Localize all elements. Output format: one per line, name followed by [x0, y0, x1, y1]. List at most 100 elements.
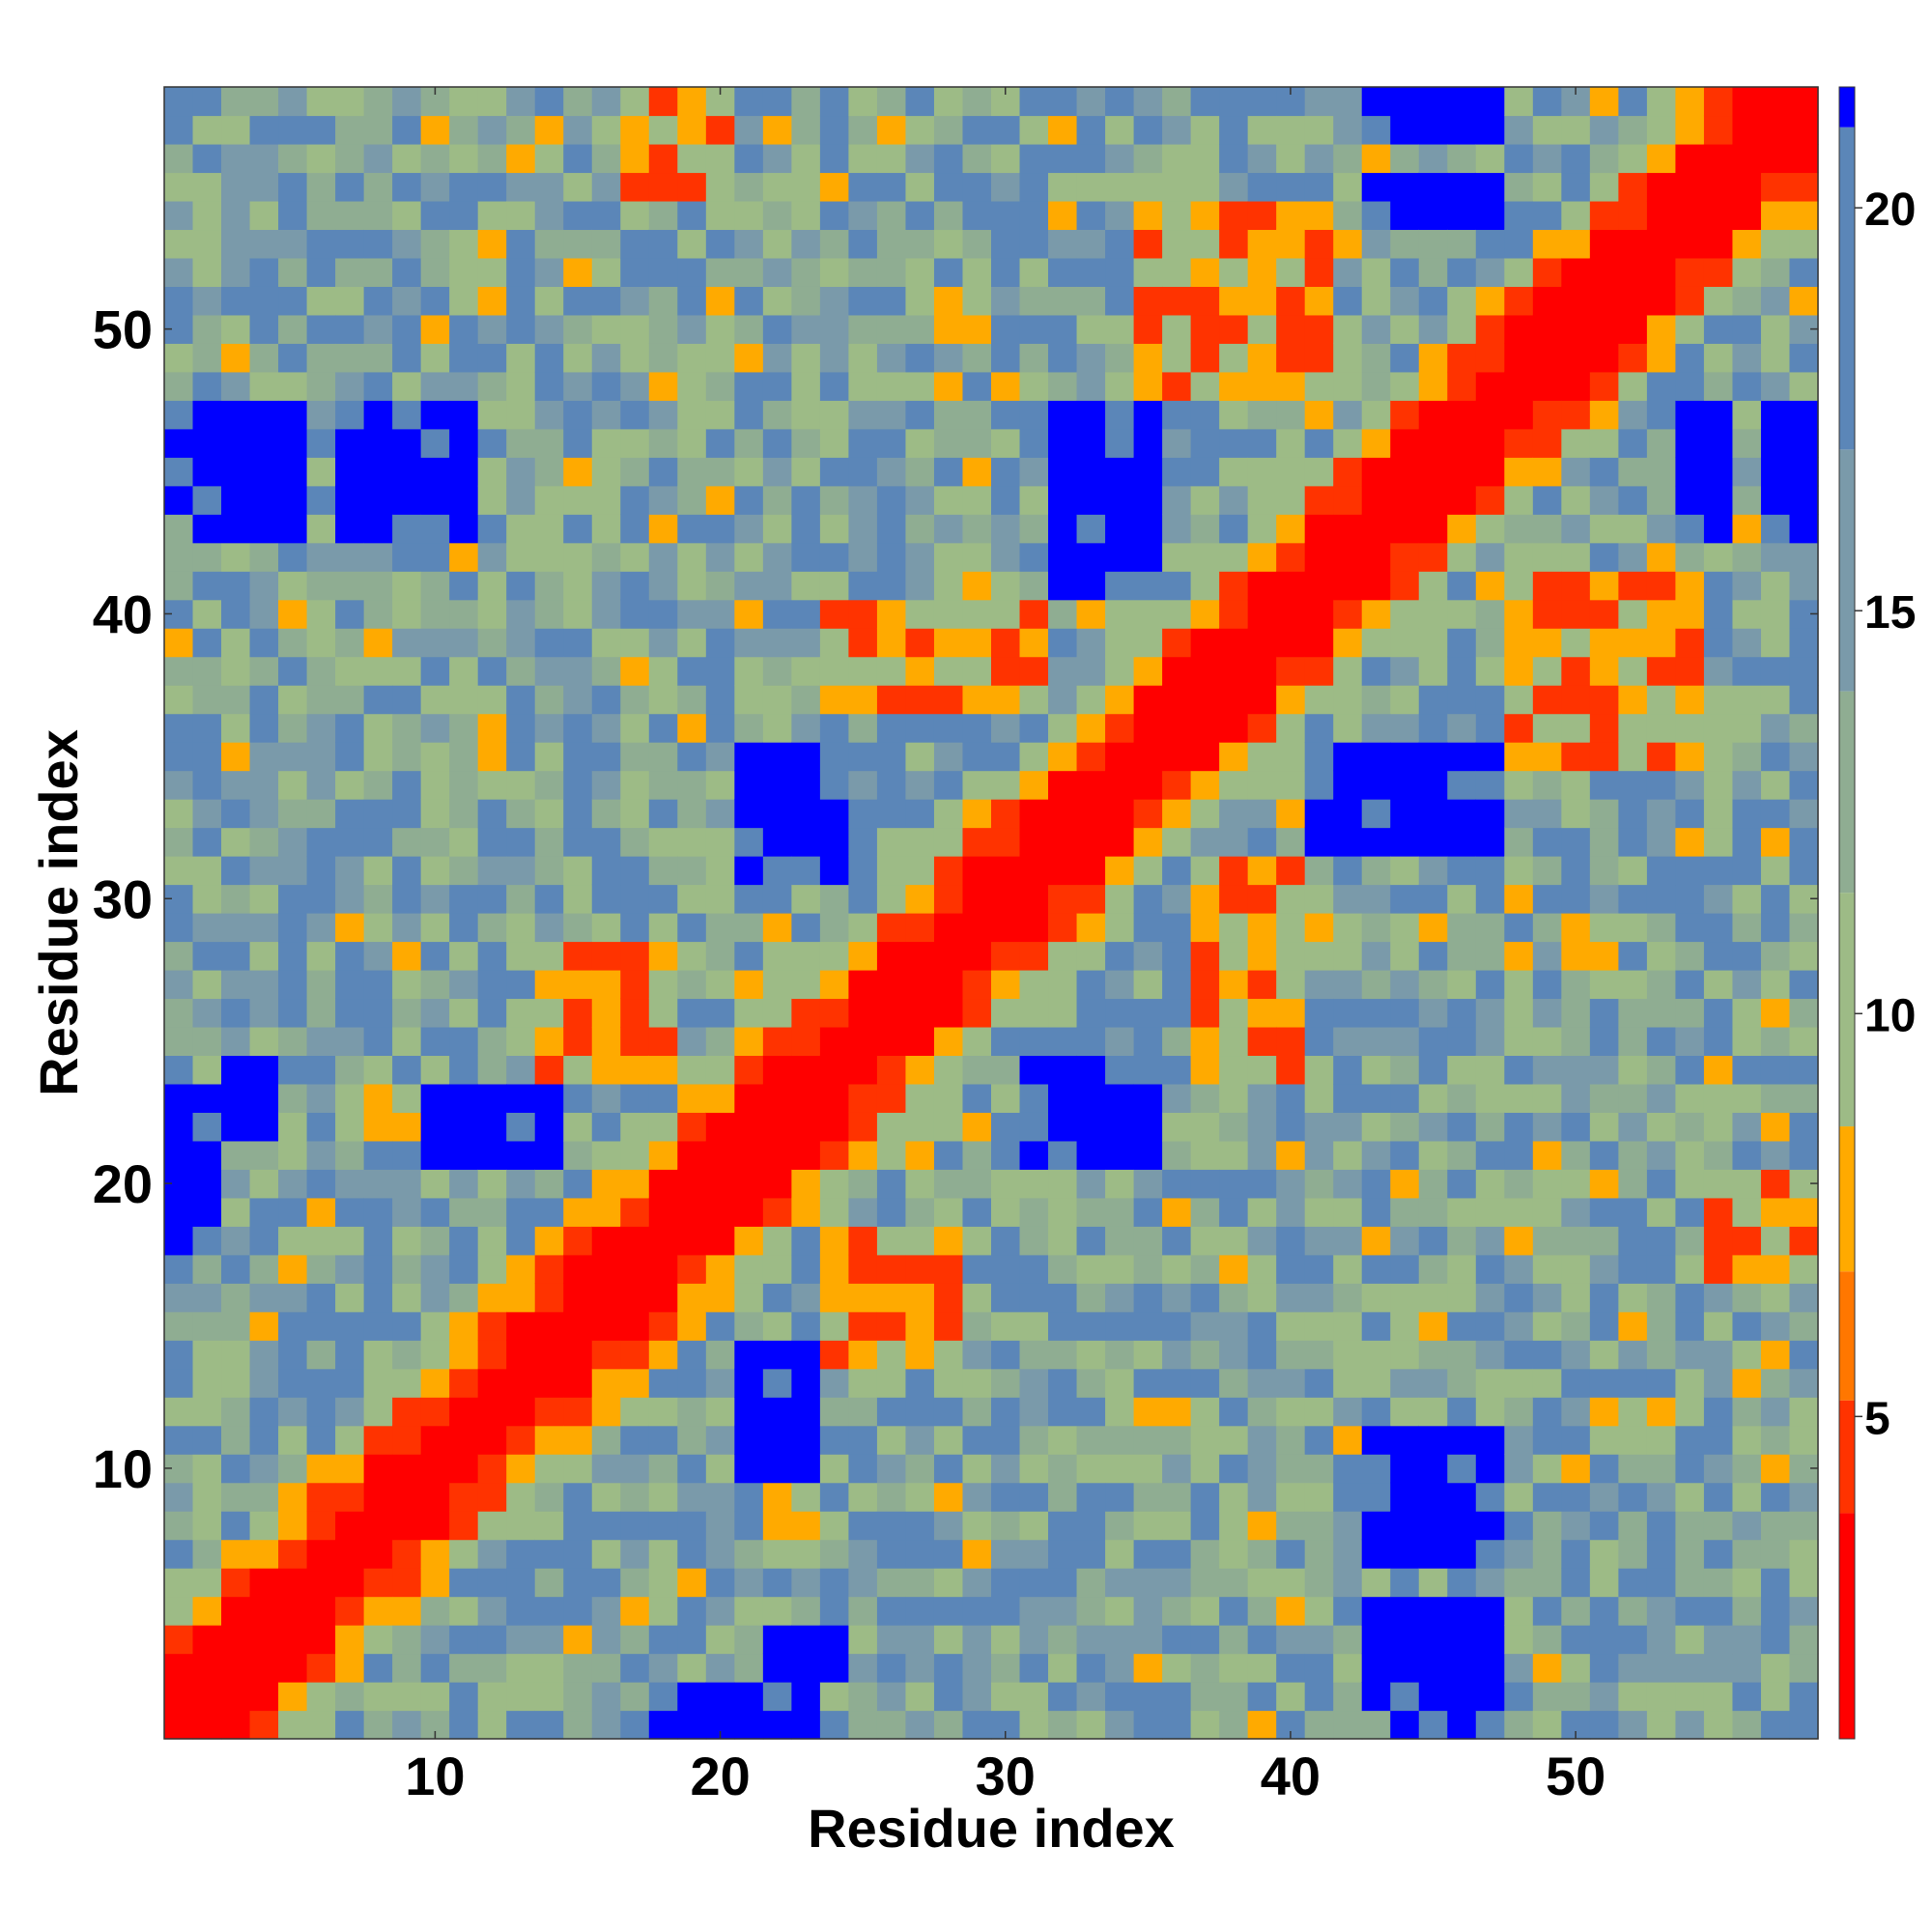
heatmap-cell — [962, 571, 992, 601]
heatmap-cell — [620, 1311, 650, 1341]
heatmap-cell — [1589, 827, 1619, 857]
heatmap-cell — [1333, 143, 1363, 174]
heatmap-cell — [420, 1169, 450, 1199]
heatmap-cell — [506, 1283, 536, 1313]
heatmap-cell — [449, 400, 479, 430]
heatmap-cell — [1789, 1226, 1819, 1256]
heatmap-cell — [962, 1083, 992, 1113]
heatmap-cell — [1447, 969, 1477, 1000]
heatmap-cell — [1418, 1568, 1448, 1598]
heatmap-cell — [1789, 742, 1819, 772]
heatmap-cell — [620, 913, 650, 943]
heatmap-cell — [591, 1653, 621, 1683]
heatmap-cell — [1076, 656, 1106, 686]
heatmap-cell — [249, 884, 279, 914]
heatmap-cell — [1646, 143, 1677, 174]
heatmap-cell — [677, 1197, 707, 1227]
heatmap-cell — [534, 1539, 564, 1569]
heatmap-cell — [1732, 1169, 1762, 1199]
heatmap-cell — [1190, 599, 1220, 629]
heatmap-cell — [1133, 229, 1163, 259]
heatmap-cell — [563, 143, 593, 174]
heatmap-cell — [1589, 542, 1619, 572]
heatmap-cell — [1504, 172, 1534, 202]
heatmap-cell — [1504, 1596, 1534, 1626]
heatmap-cell — [1247, 599, 1277, 629]
heatmap-cell — [392, 371, 422, 401]
heatmap-cell — [705, 286, 735, 316]
heatmap-cell — [648, 941, 678, 971]
heatmap-cell — [221, 343, 251, 373]
heatmap-cell — [905, 1368, 935, 1398]
heatmap-cell — [1732, 514, 1762, 544]
heatmap-cell — [477, 229, 507, 259]
heatmap-cell — [1418, 1340, 1448, 1370]
heatmap-cell — [762, 400, 792, 430]
heatmap-cell — [192, 143, 222, 174]
heatmap-cell — [1789, 1283, 1819, 1313]
heatmap-cell — [164, 1568, 194, 1598]
heatmap-cell — [1247, 172, 1277, 202]
heatmap-cell — [1589, 1710, 1619, 1740]
heatmap-cell — [563, 314, 593, 344]
heatmap-cell — [1418, 115, 1448, 145]
heatmap-cell — [1361, 457, 1391, 487]
heatmap-cell — [819, 1511, 850, 1541]
heatmap-cell — [762, 229, 792, 259]
heatmap-cell — [534, 941, 564, 971]
heatmap-cell — [734, 656, 764, 686]
heatmap-cell — [1076, 115, 1106, 145]
heatmap-cell — [1019, 1083, 1049, 1113]
heatmap-cell — [1760, 685, 1791, 715]
heatmap-cell — [1561, 314, 1591, 344]
heatmap-cell — [734, 371, 764, 401]
heatmap-cell — [648, 143, 678, 174]
heatmap-cell — [819, 1140, 850, 1170]
heatmap-cell — [306, 1140, 336, 1170]
heatmap-cell — [762, 1368, 792, 1398]
heatmap-cell — [249, 1026, 279, 1057]
heatmap-cell — [392, 770, 422, 800]
heatmap-cell — [1532, 143, 1562, 174]
heatmap-cell — [1589, 1026, 1619, 1057]
heatmap-cell — [762, 343, 792, 373]
heatmap-cell — [1219, 115, 1249, 145]
heatmap-cell — [534, 1625, 564, 1655]
heatmap-cell — [620, 1254, 650, 1284]
heatmap-cell — [1618, 884, 1648, 914]
heatmap-cell — [1418, 685, 1448, 715]
heatmap-cell — [933, 1112, 964, 1142]
heatmap-cell — [363, 599, 393, 629]
heatmap-cell — [278, 1482, 308, 1512]
heatmap-cell — [221, 1026, 251, 1057]
heatmap-cell — [705, 770, 735, 800]
heatmap-cell — [1675, 1368, 1705, 1398]
heatmap-cell — [392, 1368, 422, 1398]
heatmap-cell — [363, 1397, 393, 1427]
heatmap-cell — [1390, 1482, 1420, 1512]
heatmap-cell — [848, 1397, 878, 1427]
heatmap-cell — [1475, 115, 1505, 145]
heatmap-cell — [848, 457, 878, 487]
heatmap-cell — [648, 1482, 678, 1512]
heatmap-cell — [591, 1511, 621, 1541]
heatmap-cell — [477, 371, 507, 401]
heatmap-cell — [1675, 1596, 1705, 1626]
heatmap-cell — [1105, 1368, 1135, 1398]
heatmap-cell — [1504, 1511, 1534, 1541]
heatmap-cell — [1646, 571, 1677, 601]
heatmap-cell — [1703, 542, 1734, 572]
heatmap-cell — [335, 428, 365, 458]
heatmap-cell — [1561, 428, 1591, 458]
heatmap-cell — [991, 571, 1021, 601]
heatmap-cell — [1390, 1454, 1420, 1484]
heatmap-cell — [1732, 286, 1762, 316]
heatmap-cell — [278, 343, 308, 373]
heatmap-cell — [477, 514, 507, 544]
heatmap-cell — [563, 400, 593, 430]
heatmap-cell — [1532, 1083, 1562, 1113]
heatmap-cell — [335, 1625, 365, 1655]
heatmap-cell — [1675, 1083, 1705, 1113]
heatmap-cell — [1390, 799, 1420, 829]
heatmap-cell — [1475, 1368, 1505, 1398]
